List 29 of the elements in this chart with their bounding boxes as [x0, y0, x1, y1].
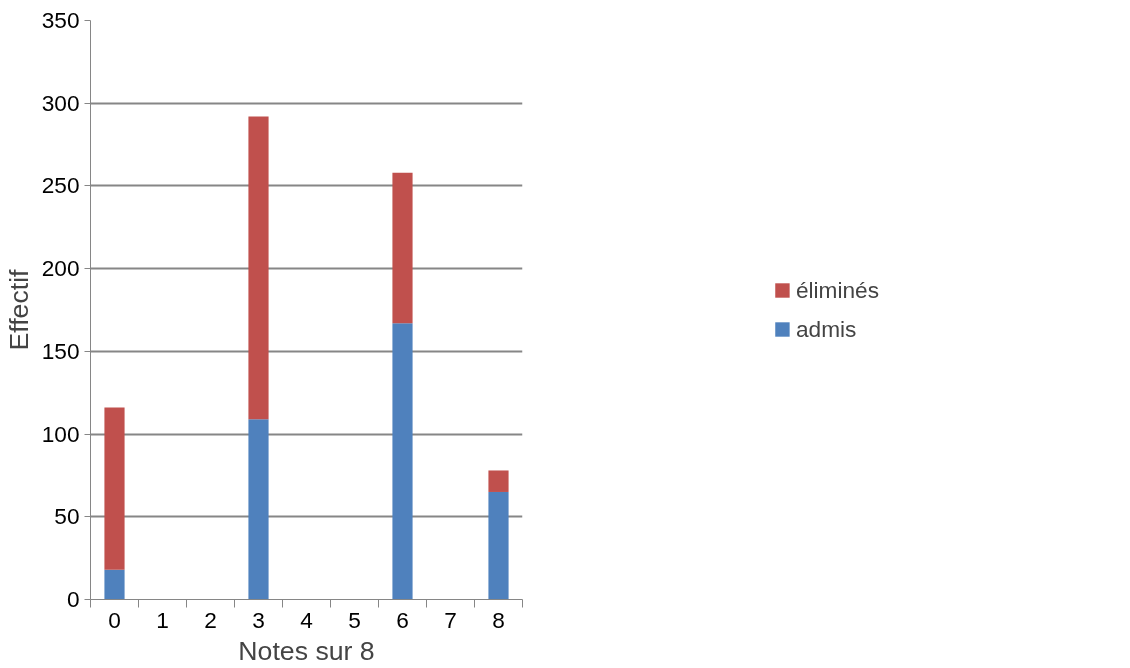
bar	[488, 470, 509, 492]
y-tick-label: 50	[54, 503, 80, 530]
y-axis-title: Effectif	[3, 268, 34, 351]
bar	[104, 407, 125, 570]
y-tick-label: 0	[66, 586, 80, 612]
bar	[248, 116, 269, 420]
x-tick-label: 0	[108, 606, 121, 633]
x-tick-label: 3	[252, 606, 265, 633]
bar	[248, 419, 269, 600]
x-tick-label: 8	[492, 606, 505, 633]
x-axis-title: Notes sur 8	[238, 635, 375, 666]
x-tick-label: 2	[204, 606, 217, 633]
x-tick-label: 5	[348, 606, 361, 633]
legend-label: éliminés	[795, 276, 880, 304]
x-tick-label: 4	[300, 606, 313, 633]
y-tick-label: 350	[41, 7, 80, 33]
bar	[104, 569, 125, 600]
x-tick-label: 6	[396, 606, 409, 633]
y-tick-label: 150	[41, 337, 80, 364]
y-tick-label: 100	[41, 420, 80, 447]
bar	[392, 323, 413, 600]
bar	[392, 172, 413, 324]
x-tick-label: 1	[156, 606, 169, 633]
bar	[488, 491, 509, 600]
y-tick-label: 250	[41, 172, 80, 199]
y-tick-label: 200	[41, 255, 80, 282]
y-tick-label: 300	[41, 89, 80, 116]
x-tick-label: 7	[444, 606, 457, 633]
legend-label: admis	[795, 315, 857, 343]
